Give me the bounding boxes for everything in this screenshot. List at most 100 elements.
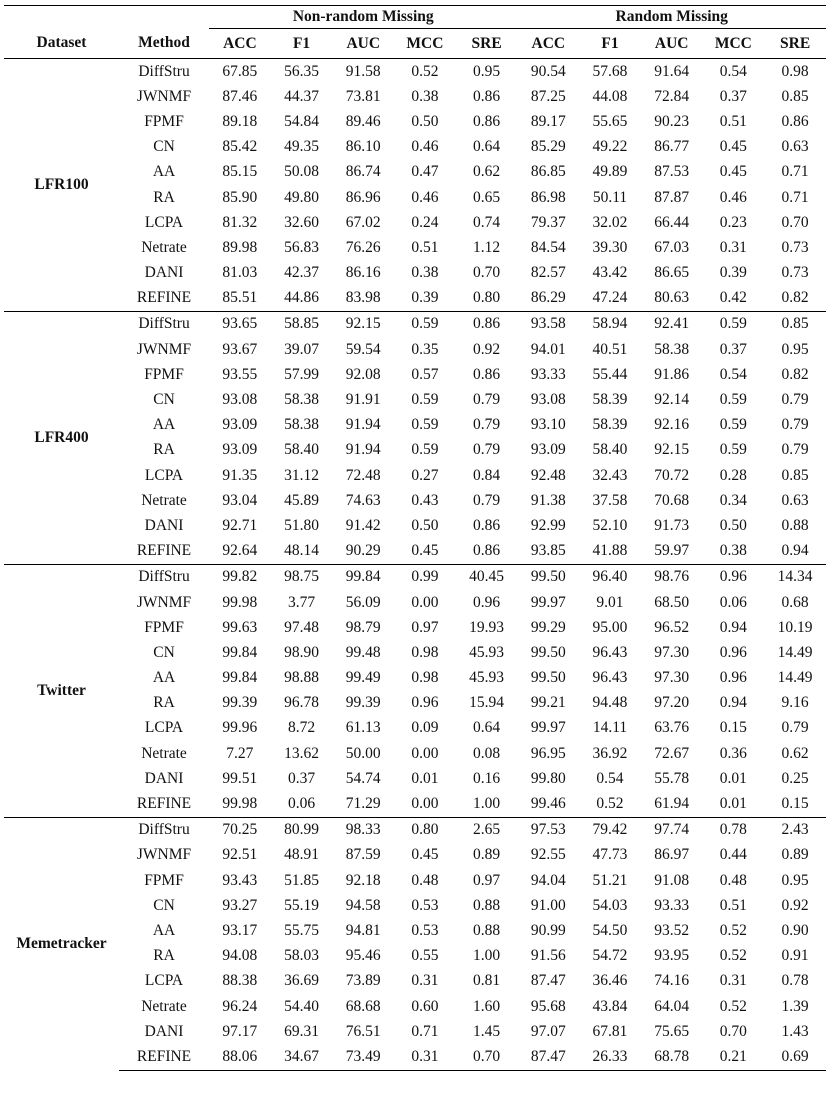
table-cell: 57.68 <box>579 58 641 85</box>
table-cell: 10.19 <box>777 618 813 636</box>
method-name: FPMF <box>144 112 184 130</box>
table-cell: 97.07 <box>530 1022 566 1040</box>
table-cell: 96.43 <box>592 643 628 661</box>
table-cell: 52.10 <box>592 516 628 534</box>
table-cell: 91.35 <box>222 466 258 484</box>
method-name: CN <box>153 643 175 661</box>
table-row: CN 93.27 55.19 94.58 0.53 0.88 91.00 54.03 93.33… <box>4 893 826 918</box>
table-cell: 51.21 <box>592 871 628 889</box>
table-cell: 0.15 <box>781 795 809 813</box>
method-name: JWNMF <box>136 593 192 611</box>
table-cell: 0.39 <box>411 289 439 307</box>
table-cell: 68.68 <box>345 997 381 1015</box>
table-cell: 0.57 <box>411 365 439 383</box>
table-cell: 86.74 <box>345 163 381 181</box>
table-cell: 0.31 <box>394 1044 456 1071</box>
table-cell: 84.54 <box>530 238 566 256</box>
table-cell: 97.17 <box>222 1022 258 1040</box>
table-row: REFINE 99.98 0.06 71.29 0.00 1.00 99.46 0.52 61.… <box>4 791 826 817</box>
table-cell: 54.72 <box>592 947 628 965</box>
table-cell: 0.42 <box>719 289 747 307</box>
method-name: LCPA <box>144 466 184 484</box>
table-cell: 55.75 <box>284 921 319 939</box>
table-cell: 0.86 <box>455 310 518 338</box>
table-cell: 0.28 <box>719 466 747 484</box>
table-cell: 99.39 <box>345 694 381 712</box>
table-cell: 91.08 <box>654 871 690 889</box>
table-cell: 93.67 <box>222 340 258 358</box>
table-cell: 0.59 <box>719 391 747 409</box>
table-cell: 99.46 <box>530 795 566 813</box>
table-cell: 0.52 <box>719 947 747 965</box>
table-cell: 39.07 <box>284 340 319 358</box>
table-cell: 87.47 <box>517 1044 580 1071</box>
table-cell: 56.83 <box>284 238 319 256</box>
table-cell: 0.52 <box>596 795 624 813</box>
table-row: DANI 99.51 0.37 54.74 0.01 0.16 99.80 0.54 55.78… <box>4 766 826 791</box>
table-cell: 32.43 <box>592 466 628 484</box>
table-cell: 0.94 <box>719 694 747 712</box>
table-cell: 0.53 <box>411 896 439 914</box>
table-cell: 0.59 <box>411 441 439 459</box>
table-cell: 93.65 <box>209 310 271 338</box>
table-cell: 85.51 <box>222 289 258 307</box>
method-name: FPMF <box>144 871 184 889</box>
table-row: RA 93.09 58.40 91.94 0.59 0.79 93.09 58.40 92.15… <box>4 438 826 463</box>
table-cell: 0.48 <box>719 871 747 889</box>
table-cell: 0.35 <box>411 340 439 358</box>
table-cell: 59.97 <box>654 542 690 560</box>
table-cell: 47.24 <box>592 289 628 307</box>
table-row: FPMF 99.63 97.48 98.79 0.97 19.93 99.29 95.00 96… <box>4 615 826 640</box>
table-cell: 81.03 <box>222 264 258 282</box>
method-name: REFINE <box>136 795 192 813</box>
table-cell: 98.75 <box>270 563 333 590</box>
method-name: DANI <box>144 769 184 787</box>
table-cell: 14.11 <box>592 719 628 737</box>
table-cell: 93.27 <box>222 896 258 914</box>
table-cell: 0.08 <box>473 744 501 762</box>
method-name: CN <box>153 896 175 914</box>
table-cell: 97.53 <box>517 816 580 843</box>
table-cell: 86.85 <box>530 163 566 181</box>
method-name: RA <box>153 947 175 965</box>
table-cell: 58.40 <box>592 441 628 459</box>
table-row: JWNMF 87.46 44.37 73.81 0.38 0.86 87.25 44.08 72… <box>4 84 826 109</box>
table-cell: 54.84 <box>284 112 319 130</box>
table-cell: 97.48 <box>284 618 319 636</box>
table-cell: 92.48 <box>530 466 566 484</box>
table-cell: 91.00 <box>530 896 566 914</box>
table-cell: 0.89 <box>473 846 501 864</box>
table-cell: 0.31 <box>411 972 439 990</box>
table-row: LCPA 99.96 8.72 61.13 0.09 0.64 99.97 14.11 63.7… <box>4 716 826 741</box>
table-cell: 1.12 <box>473 238 501 256</box>
table-cell: 43.42 <box>592 264 628 282</box>
dataset-block-lfr100: LFR100 DiffStru 67.85 56.35 91.58 0.52 0.95 90.… <box>4 58 826 312</box>
table-cell: 0.52 <box>394 58 456 85</box>
table-cell: 82.57 <box>530 264 566 282</box>
table-cell: 55.65 <box>592 112 628 130</box>
table-cell: 96.95 <box>530 744 566 762</box>
table-cell: 0.88 <box>781 516 809 534</box>
table-cell: 58.38 <box>654 340 690 358</box>
table-cell: 0.94 <box>719 618 747 636</box>
table-cell: 87.46 <box>222 87 258 105</box>
table-cell: 90.29 <box>345 542 381 560</box>
table-cell: 0.51 <box>719 896 747 914</box>
table-cell: 55.19 <box>284 896 319 914</box>
table-row: Netrate 96.24 54.40 68.68 0.60 1.60 95.68 43.84… <box>4 994 826 1019</box>
group-header-non-random: Non-random Missing <box>209 5 518 29</box>
table-cell: 87.47 <box>530 972 566 990</box>
table-cell: 50.08 <box>284 163 319 181</box>
table-cell: 41.88 <box>592 542 628 560</box>
table-cell: 39.30 <box>592 238 628 256</box>
method-name: Netrate <box>141 997 187 1015</box>
table-cell: 0.69 <box>764 1044 826 1071</box>
table-cell: 85.42 <box>222 138 258 156</box>
table-cell: 89.98 <box>222 238 258 256</box>
table-cell: 99.39 <box>222 694 258 712</box>
table-row: REFINE 85.51 44.86 83.98 0.39 0.80 86.29 47.24 8… <box>4 286 826 312</box>
table-cell: 45.89 <box>284 491 319 509</box>
table-cell: 99.29 <box>530 618 566 636</box>
table-cell: 99.49 <box>345 669 381 687</box>
table-cell: 0.50 <box>719 516 747 534</box>
